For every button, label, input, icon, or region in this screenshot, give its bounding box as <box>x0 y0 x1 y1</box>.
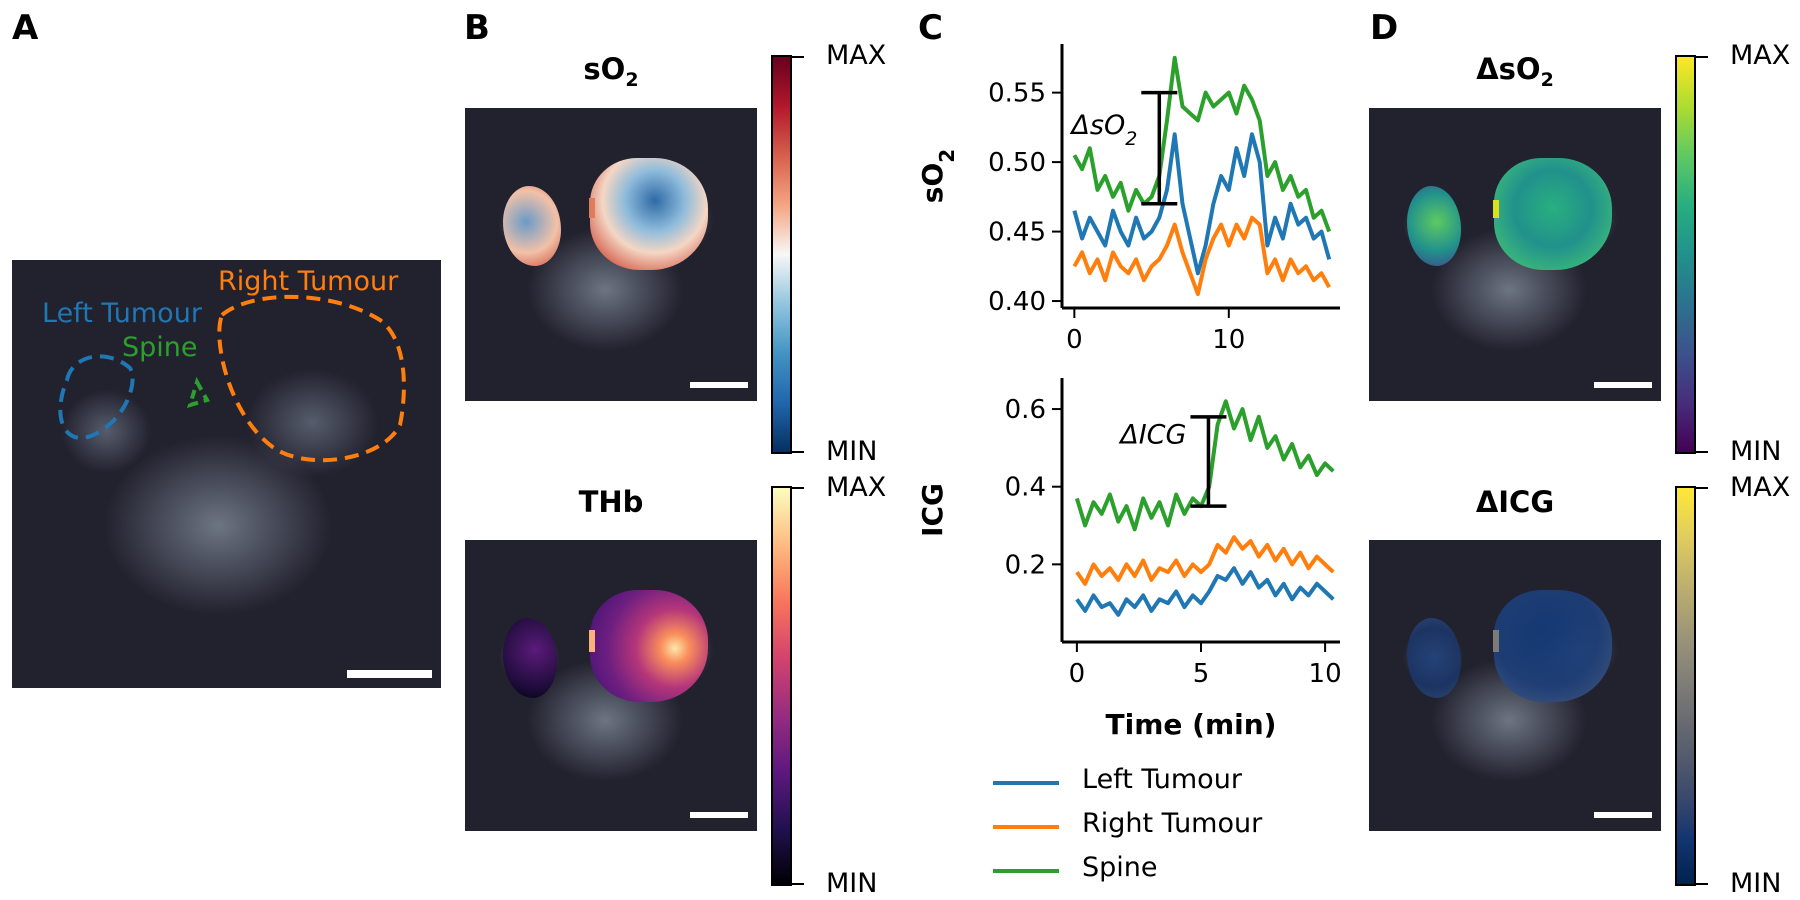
icg-y-label: ICG <box>916 483 949 537</box>
icg-x-tick-label: 0 <box>1069 659 1086 689</box>
dicg-colorbar <box>1675 486 1696 886</box>
so2-colorbar-max-tick <box>792 56 804 58</box>
so2-image <box>465 108 757 401</box>
thb-colorbar <box>771 486 792 886</box>
dso2-left-tumour-map <box>1407 186 1461 266</box>
thb-title: THb <box>578 485 644 519</box>
scale-bar <box>347 670 432 678</box>
dso2-spine-map <box>1493 200 1499 218</box>
so2-y-tick-label: 0.40 <box>988 287 1046 317</box>
dso2-colorbar-max-tick <box>1696 56 1708 58</box>
so2-x-tick-label: 0 <box>1066 325 1083 355</box>
thb-scale-bar <box>690 812 748 818</box>
dicg-scale-bar <box>1594 812 1652 818</box>
dso2-image <box>1369 108 1661 401</box>
spine-label: Spine <box>122 332 198 363</box>
panel-c-charts: 0.40 0.45 0.50 0.55 0 10 ΔsO2 sO2 0.2 0.4 0.6 0 5 10 Δ… <box>916 44 1342 741</box>
thb-image <box>465 540 757 831</box>
dicg-left-tumour-map <box>1407 618 1461 698</box>
panel-letter-c: C <box>918 8 943 48</box>
icg-series-left-tumour <box>1075 566 1335 617</box>
panel-letter-a: A <box>12 8 39 48</box>
so2-spine-map <box>589 198 595 218</box>
icg-x-tick-label: 5 <box>1193 659 1210 689</box>
legend-label-spine: Spine <box>1082 852 1158 883</box>
icg-x-tick-label: 10 <box>1309 659 1342 689</box>
right-tumour-label: Right Tumour <box>218 266 399 297</box>
left-tumour-outline <box>58 354 135 441</box>
thb-right-tumour-map <box>590 590 708 702</box>
legend-swatch-spine <box>993 869 1059 873</box>
so2-title: sO2 <box>583 52 639 91</box>
panel-a-overlay <box>58 294 406 463</box>
legend-swatch-right-tumour <box>993 825 1059 829</box>
dso2-scale-bar <box>1594 382 1652 388</box>
dicg-spine-map <box>1493 630 1499 652</box>
so2-series-left-tumour <box>1072 132 1332 276</box>
so2-x-tick-label: 10 <box>1212 325 1245 355</box>
so2-colorbar-min: MIN <box>826 436 878 467</box>
icg-series-right-tumour <box>1075 535 1335 586</box>
dicg-right-tumour-map <box>1494 590 1612 702</box>
thb-colorbar-max: MAX <box>826 472 887 503</box>
thb-colorbar-min: MIN <box>826 868 878 899</box>
so2-y-tick-label: 0.45 <box>988 218 1046 248</box>
icg-y-tick-label: 0.4 <box>1005 473 1046 503</box>
so2-delta-label: ΔsO2 <box>1069 110 1137 150</box>
so2-colorbar-max: MAX <box>826 40 887 71</box>
panel-a-image: Left Tumour Right Tumour Spine <box>12 260 441 688</box>
icg-delta-label: ΔICG <box>1118 419 1186 450</box>
right-tumour-outline <box>217 294 406 463</box>
dicg-colorbar-min: MIN <box>1730 868 1782 899</box>
thb-colorbar-min-tick <box>792 883 804 885</box>
dicg-colorbar-max-tick <box>1696 487 1708 489</box>
so2-y-label: sO2 <box>916 149 959 203</box>
spine-outline <box>187 376 210 408</box>
so2-colorbar <box>771 55 792 454</box>
dicg-colorbar-max: MAX <box>1730 472 1791 503</box>
legend-label-left-tumour: Left Tumour <box>1082 764 1242 795</box>
icg-x-label: Time (min) <box>1106 708 1277 741</box>
panel-letter-b: B <box>464 8 490 48</box>
left-tumour-label: Left Tumour <box>42 298 202 329</box>
so2-y-tick-label: 0.50 <box>988 148 1046 178</box>
so2-left-tumour-map <box>503 186 561 266</box>
dso2-colorbar-min-tick <box>1696 451 1708 453</box>
so2-colorbar-min-tick <box>792 451 804 453</box>
so2-series-right-tumour <box>1072 215 1331 297</box>
thb-spine-map <box>589 630 595 652</box>
dicg-colorbar-min-tick <box>1696 883 1708 885</box>
so2-right-tumour-map <box>590 158 708 270</box>
icg-y-tick-label: 0.6 <box>1005 395 1046 425</box>
dso2-title: ΔsO2 <box>1476 52 1554 91</box>
dso2-right-tumour-map <box>1494 158 1612 270</box>
legend-swatch-left-tumour <box>993 781 1059 785</box>
dso2-colorbar-min: MIN <box>1730 436 1782 467</box>
thb-colorbar-max-tick <box>792 487 804 489</box>
legend-label-right-tumour: Right Tumour <box>1082 808 1263 839</box>
dso2-colorbar <box>1675 55 1696 454</box>
dso2-colorbar-max: MAX <box>1730 40 1791 71</box>
thb-left-tumour-map <box>503 618 557 698</box>
dicg-title: ΔICG <box>1475 485 1555 519</box>
panel-letter-d: D <box>1370 8 1399 48</box>
so2-series-spine <box>1072 55 1332 233</box>
icg-series-spine <box>1074 399 1335 532</box>
icg-y-tick-label: 0.2 <box>1005 550 1046 580</box>
so2-y-tick-label: 0.55 <box>988 79 1046 109</box>
so2-scale-bar <box>690 382 748 388</box>
dicg-image <box>1369 540 1661 831</box>
